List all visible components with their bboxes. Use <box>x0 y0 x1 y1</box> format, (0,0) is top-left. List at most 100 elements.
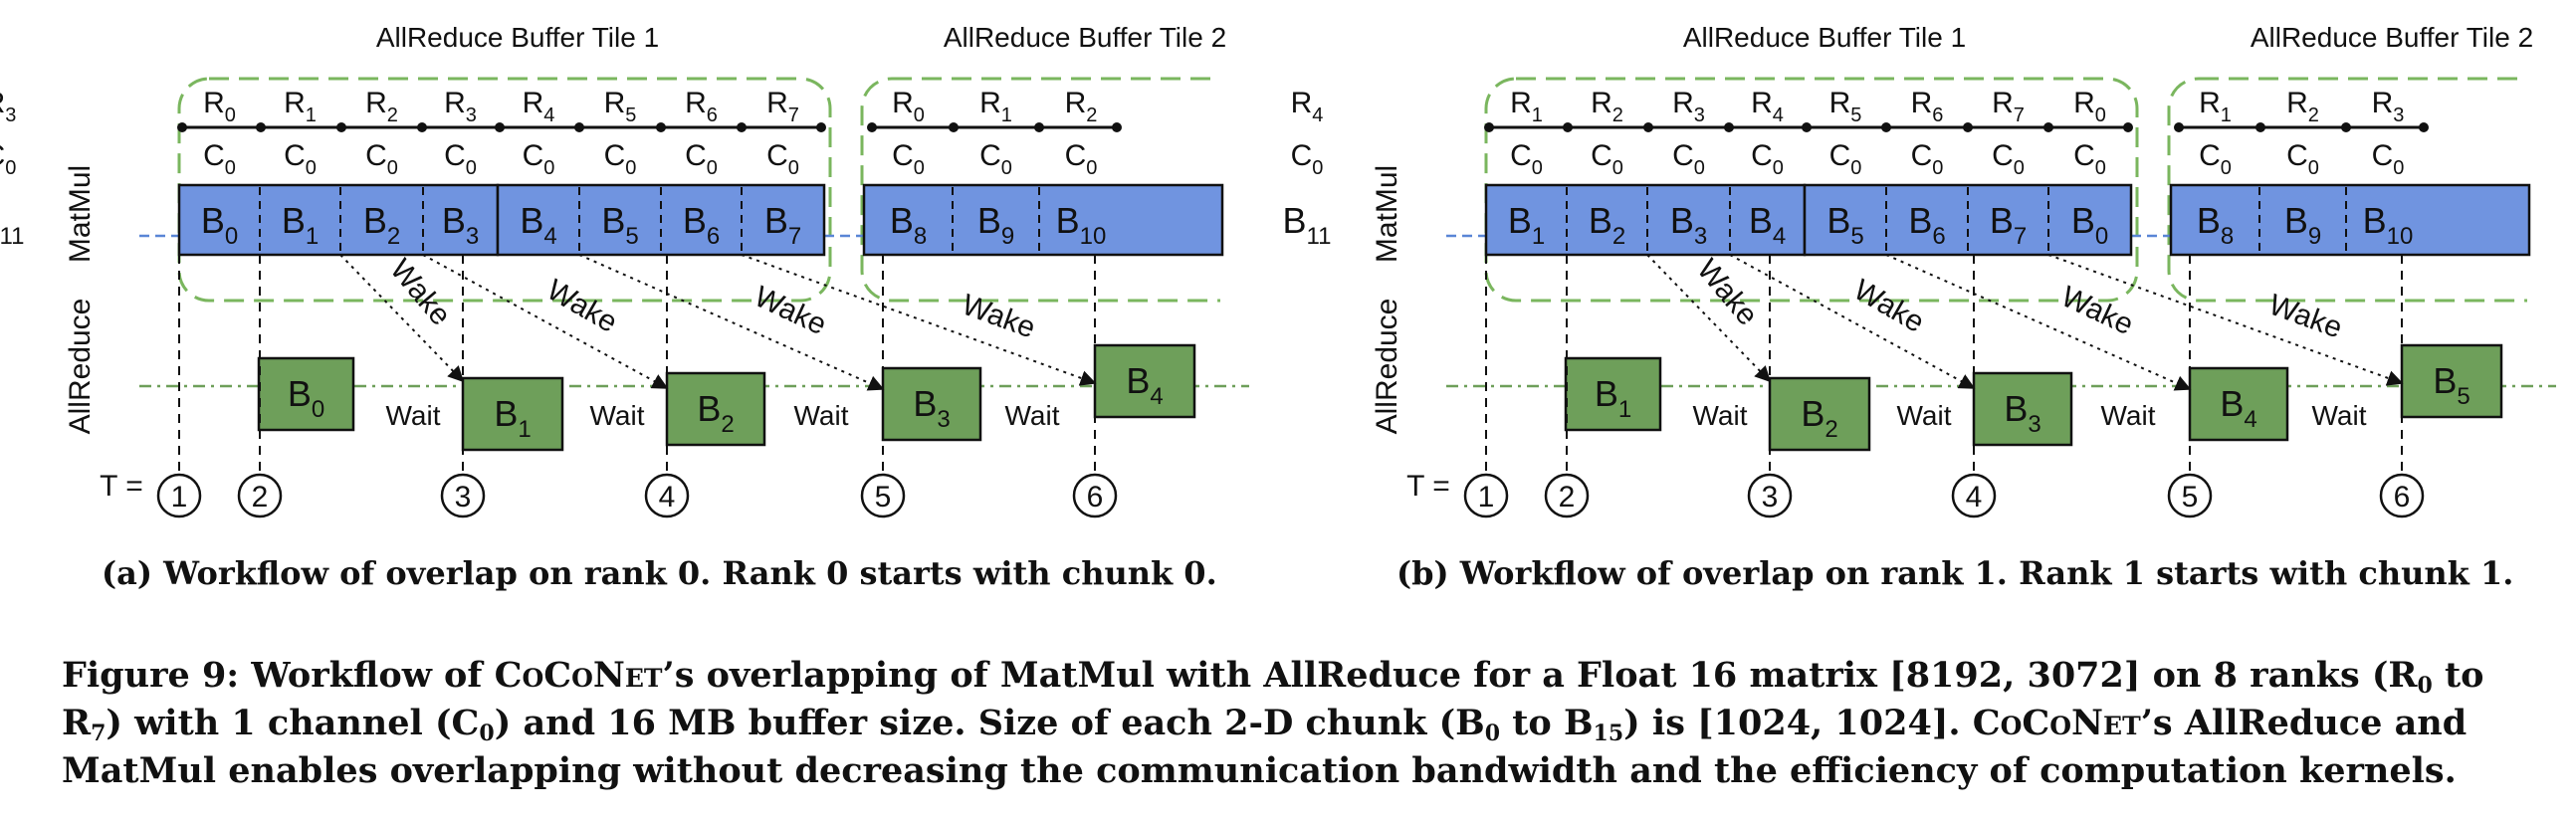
rank-strip-dot <box>336 122 346 132</box>
time-marker-3 <box>644 473 690 518</box>
rank-strip-dot <box>495 122 505 132</box>
rank-strip-dot <box>256 122 266 132</box>
rank-strip-dot <box>656 122 666 132</box>
channel-label-0: C0 <box>1510 139 1543 179</box>
wait-label-2: Wait <box>794 400 849 431</box>
rank-label-3: R4 <box>1751 87 1784 126</box>
wait-label-0: Wait <box>386 400 441 431</box>
wake-label-2: Wake <box>2056 280 2138 341</box>
matmul-block-5: B6 <box>1908 200 1945 250</box>
rank-strip-dot <box>1724 122 1734 132</box>
rank-label-11: R3 <box>0 87 16 126</box>
time-axis-label: T = <box>1406 470 1450 503</box>
buffer-tile-2-title: AllReduce Buffer Tile 2 <box>2251 22 2533 53</box>
time-marker-label-1: 2 <box>252 481 269 514</box>
rank-label-1: R2 <box>1591 87 1623 126</box>
wake-arrow-1 <box>1729 254 1976 389</box>
matmul-block-1: B2 <box>1589 200 1625 250</box>
rank-label-10: R2 <box>1065 87 1098 126</box>
wake-label-1: Wake <box>541 274 623 339</box>
time-marker-label-0: 1 <box>171 481 188 514</box>
caption-line-3: MatMul enables overlapping without decre… <box>62 750 2457 791</box>
allreduce-block-2 <box>1972 371 2073 447</box>
rank-strip-dot <box>1881 122 1891 132</box>
rank-label-9: R1 <box>979 87 1012 126</box>
matmul-block-7: B7 <box>764 200 801 250</box>
channel-label-3: C0 <box>1751 139 1784 179</box>
channel-label-6: C0 <box>1992 139 2025 179</box>
rank-strip-dot <box>574 122 584 132</box>
time-marker-2 <box>440 473 486 518</box>
matmul-block-4: B5 <box>1826 200 1863 250</box>
time-marker-3 <box>1951 473 1997 518</box>
rank-label-8: R0 <box>892 87 925 126</box>
rank-strip-dot <box>2419 122 2429 132</box>
matmul-block-11: B11 <box>0 200 24 250</box>
rank-strip-dot <box>1643 122 1653 132</box>
matmul-block-6: B7 <box>1990 200 2027 250</box>
rank-strip-dot <box>2123 122 2133 132</box>
wake-arrow-2 <box>1885 254 2192 391</box>
allreduce-block-label-0: B1 <box>1595 373 1631 423</box>
matmul-block-0: B0 <box>201 200 238 250</box>
time-marker-label-4: 5 <box>875 481 892 514</box>
channel-label-7: C0 <box>766 139 799 179</box>
time-marker-label-3: 4 <box>659 481 676 514</box>
wait-label-1: Wait <box>1897 400 1952 431</box>
rank-label-6: R7 <box>1992 87 2025 126</box>
allreduce-block-label-1: B1 <box>494 393 531 443</box>
rank-label-7: R7 <box>766 87 799 126</box>
figure-caption: Figure 9: Workflow of CoCoNet’s overlapp… <box>62 652 2540 795</box>
buffer-tile-2-border <box>2167 77 2527 303</box>
rank-strip-dot <box>737 122 747 132</box>
rank-strip-dot <box>2043 122 2053 132</box>
channel-label-2: C0 <box>1672 139 1705 179</box>
matmul-block-3: B4 <box>1749 200 1786 250</box>
channel-label-11: C0 <box>0 139 16 179</box>
matmul-block-3: B3 <box>442 200 479 250</box>
channel-label-10: C0 <box>2372 139 2405 179</box>
wake-label-0: Wake <box>1690 253 1764 331</box>
matmul-block-2: B3 <box>1670 200 1707 250</box>
allreduce-block-0 <box>257 356 355 432</box>
figure-label: Figure 9: <box>62 655 240 696</box>
rank-strip-dot <box>816 122 826 132</box>
wake-arrow-1 <box>422 254 669 389</box>
channel-label-8: C0 <box>892 139 925 179</box>
wake-label-3: Wake <box>2264 289 2346 345</box>
time-marker-4 <box>2167 473 2213 518</box>
buffer-tile-2-title: AllReduce Buffer Tile 2 <box>944 22 1226 53</box>
rank-label-0: R0 <box>203 87 236 126</box>
matmul-row-label: MatMul <box>1371 165 1403 263</box>
panel-a: AllReduce Buffer Tile 1 AllReduce Buffer … <box>0 22 1249 518</box>
rank-label-5: R6 <box>1911 87 1944 126</box>
allreduce-row-label: AllReduce <box>64 299 97 435</box>
matmul-group-1 <box>177 183 500 257</box>
allreduce-block-0 <box>1564 356 1662 432</box>
rank-label-11: R4 <box>1291 87 1324 126</box>
rank-strip-dot <box>1034 122 1044 132</box>
rank-label-2: R3 <box>1672 87 1705 126</box>
matmul-group-3 <box>2169 183 2531 257</box>
time-marker-4 <box>860 473 906 518</box>
time-marker-5 <box>2379 473 2425 518</box>
time-marker-1 <box>237 473 283 518</box>
wake-arrow-3 <box>2047 254 2404 386</box>
rank-label-0: R1 <box>1510 87 1543 126</box>
buffer-tile-2-border <box>860 77 1220 303</box>
rank-strip-dot <box>417 122 427 132</box>
time-marker-label-3: 4 <box>1966 481 1983 514</box>
channel-label-6: C0 <box>685 139 718 179</box>
allreduce-block-label-4: B4 <box>1126 360 1163 410</box>
wake-label-1: Wake <box>1848 274 1930 339</box>
wake-label-2: Wake <box>750 280 831 341</box>
allreduce-block-label-4: B5 <box>2433 360 2469 410</box>
wake-arrow-2 <box>578 254 885 391</box>
allreduce-row-label: AllReduce <box>1371 299 1403 435</box>
buffer-tile-1-title: AllReduce Buffer Tile 1 <box>1683 22 1966 53</box>
rank-strip-dot <box>2255 122 2265 132</box>
rank-label-6: R6 <box>685 87 718 126</box>
caption-line-2: R7) with 1 channel (C0) and 16 MB buffer… <box>62 703 2468 746</box>
panel-a-caption: (a) Workflow of overlap on rank 0. Rank … <box>102 554 1217 592</box>
channel-label-7: C0 <box>2073 139 2106 179</box>
